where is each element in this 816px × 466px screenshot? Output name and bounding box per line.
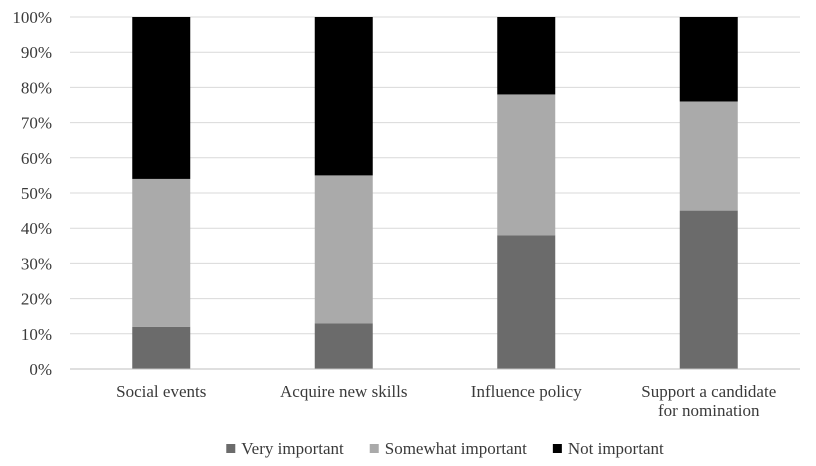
legend-item: Somewhat important <box>369 439 527 458</box>
bar-segment <box>497 17 556 95</box>
bar-segment <box>679 17 738 102</box>
y-tick-label: 70% <box>21 114 52 133</box>
legend-swatch <box>369 444 379 453</box>
bar-segment <box>314 17 373 176</box>
y-tick-label: 0% <box>29 360 52 379</box>
y-tick-label: 50% <box>21 184 52 203</box>
y-tick-label: 20% <box>21 290 52 309</box>
legend: Very important Somewhat important Not impo… <box>226 439 664 458</box>
x-category-label: for nomination <box>658 401 760 420</box>
bars <box>132 17 738 369</box>
bar-segment <box>132 178 191 327</box>
bar-segment <box>314 175 373 324</box>
bar-segment <box>497 235 556 369</box>
y-tick-label: 100% <box>12 8 52 27</box>
bar-segment <box>132 326 191 369</box>
y-axis-tick-labels: 0% 10% 20% 30% 40% 50% 60% 70% 80% 90% 100% <box>12 8 52 379</box>
y-tick-label: 40% <box>21 219 52 238</box>
x-category-label: Support a candidate <box>641 382 776 401</box>
y-tick-label: 80% <box>21 78 52 97</box>
legend-swatch <box>226 444 236 453</box>
y-tick-label: 30% <box>21 254 52 273</box>
legend-swatch <box>552 444 562 453</box>
y-tick-label: 60% <box>21 149 52 168</box>
y-tick-label: 10% <box>21 325 52 344</box>
x-category-label: Acquire new skills <box>280 382 407 401</box>
bar-segment <box>679 101 738 211</box>
legend-label: Very important <box>241 439 344 458</box>
bar-segment <box>497 94 556 236</box>
legend-item: Not important <box>552 439 664 458</box>
bar-segment <box>679 210 738 369</box>
legend-label: Not important <box>568 439 664 458</box>
x-axis-category-labels: Social events Acquire new skills Influence… <box>116 382 776 420</box>
x-category-label: Influence policy <box>471 382 582 401</box>
bar-segment <box>132 17 191 179</box>
x-category-label: Social events <box>116 382 206 401</box>
gridlines <box>70 16 800 335</box>
legend-label: Somewhat important <box>385 439 527 458</box>
bar-segment <box>314 323 373 369</box>
legend-item: Very important <box>226 439 344 458</box>
y-tick-label: 90% <box>21 43 52 62</box>
